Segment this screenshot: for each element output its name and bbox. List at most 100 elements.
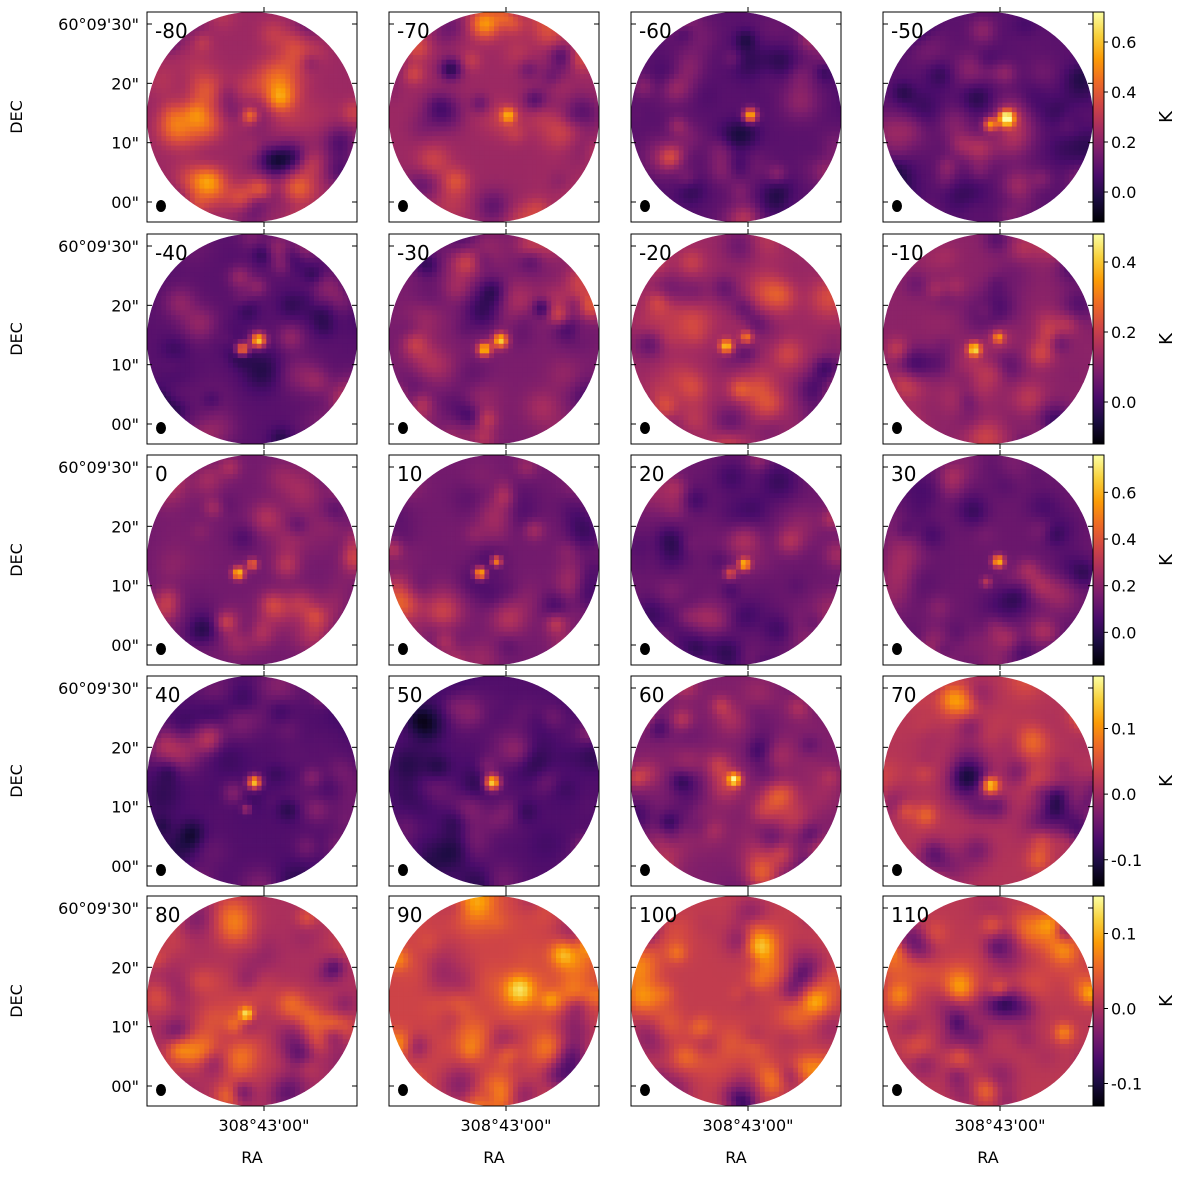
panel-grid: -80 -70 -60 -50 -40 -30 -20 -10 0 10 20 30 40 50 60 70 8…: [146, 7, 1094, 1111]
panel-frame: [630, 675, 842, 887]
ra-tick-label: 308°43'00": [460, 1116, 551, 1135]
beam-ellipse: [156, 1084, 166, 1096]
beam-ellipse: [398, 422, 408, 434]
channel-panel: 60: [630, 671, 842, 891]
colorbar-gradient: [1092, 895, 1105, 1107]
dec-tick-label: 10": [111, 798, 139, 817]
intensity-map: [147, 455, 357, 665]
channel-label: -50: [891, 19, 924, 43]
colorbar-tick-label: 0.0: [1111, 1000, 1136, 1019]
dec-tick-label: 00": [111, 636, 139, 655]
colorbar-tick-label: 0.1: [1111, 720, 1136, 739]
ra-tick-label: 308°43'00": [954, 1116, 1045, 1135]
beam-ellipse: [398, 643, 408, 655]
colorbar-tick-label: -0.1: [1111, 851, 1142, 870]
dec-tick-label: 00": [111, 857, 139, 876]
intensity-map: [631, 12, 841, 222]
channel-panel: -60: [630, 7, 842, 227]
channel-panel: 70: [882, 671, 1094, 891]
channel-panel: -70: [388, 7, 600, 227]
beam-ellipse: [640, 422, 650, 434]
channel-panel: 90: [388, 891, 600, 1111]
colorbar-label: K: [1156, 994, 1177, 1007]
panel-frame: [630, 895, 842, 1107]
panel-frame: [388, 454, 600, 666]
intensity-map: [883, 234, 1093, 444]
colorbar-tick-label: 0.4: [1111, 83, 1136, 102]
intensity-map: [389, 455, 599, 665]
beam-ellipse: [156, 864, 166, 876]
ra-axis-label: RA: [241, 1148, 262, 1167]
dec-tick-label: 10": [111, 356, 139, 375]
ra-axis-label: RA: [483, 1148, 504, 1167]
colorbar-tick-label: 0.0: [1111, 183, 1136, 202]
channel-label: 10: [397, 462, 422, 486]
panel-frame: [630, 233, 842, 445]
channel-panel: 30: [882, 450, 1094, 670]
dec-tick-label: 20": [111, 738, 139, 757]
channel-panel: 40: [146, 671, 358, 891]
beam-ellipse: [892, 864, 902, 876]
beam-ellipse: [892, 1084, 902, 1096]
channel-panel: 100: [630, 891, 842, 1111]
beam-ellipse: [398, 200, 408, 212]
colorbar-tick-label: 0.0: [1111, 785, 1136, 804]
dec-tick-label: 00": [111, 1077, 139, 1096]
channel-panel: 0: [146, 450, 358, 670]
colorbar-tick-label: 0.1: [1111, 925, 1136, 944]
beam-ellipse: [892, 643, 902, 655]
channel-label: -60: [639, 19, 672, 43]
beam-ellipse: [892, 200, 902, 212]
ra-tick-label: 308°43'00": [218, 1116, 309, 1135]
panel-frame: [146, 895, 358, 1107]
beam-ellipse: [398, 864, 408, 876]
panel-frame: [146, 454, 358, 666]
intensity-map: [883, 455, 1093, 665]
channel-panel: 20: [630, 450, 842, 670]
colorbar: 0.0 0.2 0.4 K: [1092, 233, 1177, 445]
colorbar-tick-label: 0.2: [1111, 323, 1136, 342]
dec-tick-label: 20": [111, 517, 139, 536]
beam-ellipse: [640, 643, 650, 655]
colorbar: 0.1 0.0 -0.1 K: [1092, 895, 1177, 1107]
channel-label: 100: [639, 903, 677, 927]
axis-labels: 60°09'30" 20" 10" 00" DEC 60°09'30" 20" 10" 00" D…: [7, 15, 1046, 1167]
dec-tick-label: 00": [111, 415, 139, 434]
beam-ellipse: [640, 1084, 650, 1096]
intensity-map: [631, 234, 841, 444]
colorbar: 0.0 0.2 0.4 0.6 K: [1092, 11, 1177, 223]
dec-tick-label: 60°09'30": [58, 899, 139, 918]
colorbar-tick-label: 0.6: [1111, 483, 1136, 502]
dec-axis-label: DEC: [7, 764, 26, 798]
channel-panel: -50: [882, 7, 1094, 227]
beam-ellipse: [640, 864, 650, 876]
colorbar-label: K: [1156, 774, 1177, 787]
dec-axis-label: DEC: [7, 100, 26, 134]
channel-label: -70: [397, 19, 430, 43]
colorbar-gradient: [1092, 233, 1105, 445]
panel-frame: [146, 675, 358, 887]
colorbar-label: K: [1156, 332, 1177, 345]
intensity-map: [883, 676, 1093, 886]
panel-frame: [630, 454, 842, 666]
colorbar-tick-label: 0.2: [1111, 577, 1136, 596]
dec-tick-label: 60°09'30": [58, 15, 139, 34]
channel-panel: -80: [146, 7, 358, 227]
channel-panel: -40: [146, 229, 358, 449]
channel-label: 0: [155, 462, 168, 486]
dec-axis-label: DEC: [7, 543, 26, 577]
colorbar: 0.1 0.0 -0.1 K: [1092, 675, 1177, 887]
panel-frame: [388, 11, 600, 223]
dec-tick-label: 10": [111, 1018, 139, 1037]
colorbar-label: K: [1156, 110, 1177, 123]
colorbar-tick-label: 0.0: [1111, 623, 1136, 642]
ra-axis-label: RA: [725, 1148, 746, 1167]
channel-panel: 110: [882, 891, 1094, 1111]
intensity-map: [147, 12, 357, 222]
intensity-map: [883, 12, 1093, 222]
channel-panel: -20: [630, 229, 842, 449]
colorbar-label: K: [1156, 553, 1177, 566]
colorbar-tick-label: 0.0: [1111, 393, 1136, 412]
channel-label: 60: [639, 683, 664, 707]
